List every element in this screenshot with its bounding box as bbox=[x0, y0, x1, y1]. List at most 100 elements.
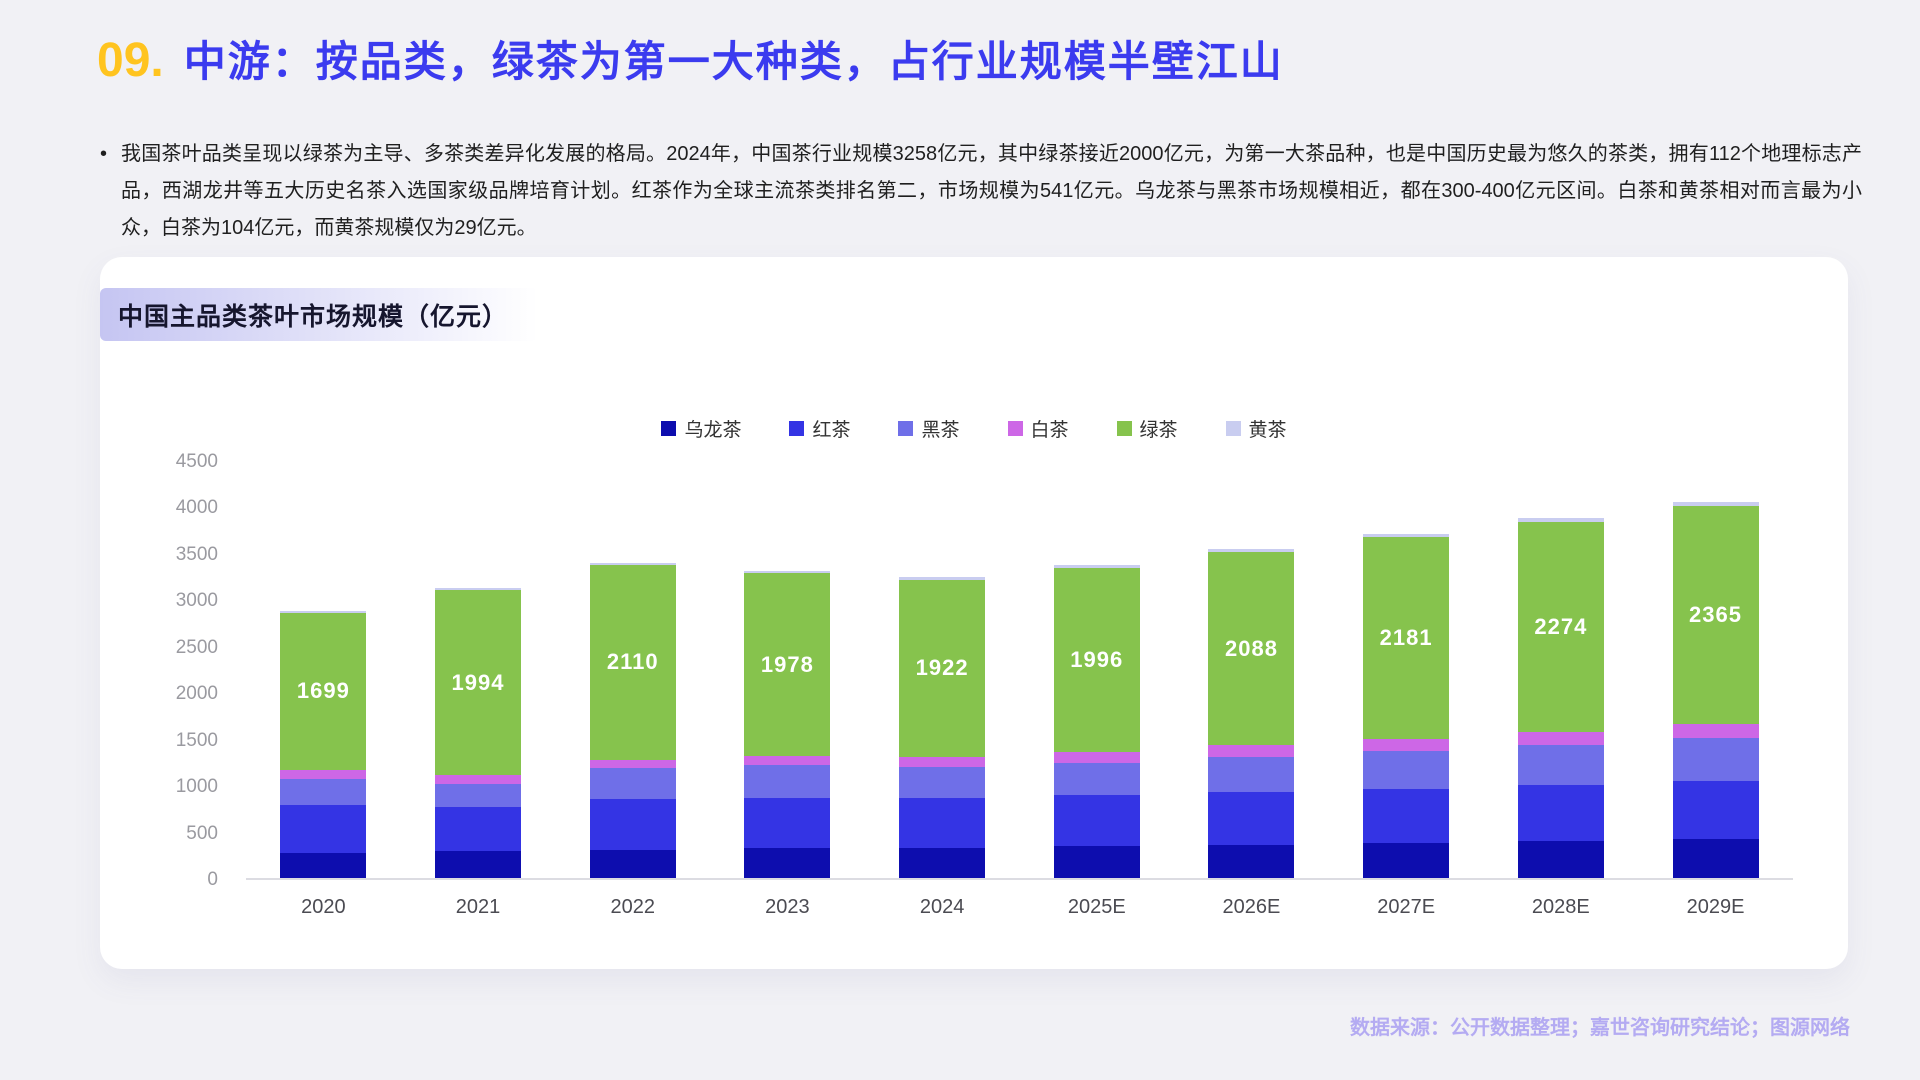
bar-segment-乌龙茶 bbox=[1208, 844, 1295, 878]
data-source-note: 数据来源：公开数据整理；嘉世咨询研究结论；图源网络 bbox=[1350, 1017, 1850, 1039]
bar-segment-白茶 bbox=[1672, 724, 1759, 738]
page-title: 中游：按品类，绿茶为第一大种类，占行业规模半壁江山 bbox=[183, 38, 1284, 85]
legend-swatch-icon bbox=[789, 421, 805, 436]
bar-segment-白茶 bbox=[1517, 732, 1604, 746]
legend-swatch-icon bbox=[661, 421, 677, 436]
x-tick-label: 2028E bbox=[1531, 896, 1590, 918]
y-tick-label: 1500 bbox=[175, 729, 218, 751]
bar-segment-白茶 bbox=[280, 769, 367, 779]
legend-item-黑茶: 黑茶 bbox=[898, 415, 960, 442]
bar-segment-绿茶: 2181 bbox=[1363, 537, 1450, 739]
y-tick-label: 500 bbox=[186, 822, 218, 844]
y-tick-label: 3500 bbox=[175, 543, 218, 565]
bar-2027E: 2181 bbox=[1363, 462, 1450, 878]
bar-segment-黑茶 bbox=[1517, 745, 1604, 785]
bar-segment-乌龙茶 bbox=[1363, 843, 1450, 878]
bar-segment-绿茶: 1996 bbox=[1053, 567, 1140, 753]
legend-label: 绿茶 bbox=[1139, 420, 1178, 441]
bar-segment-黑茶 bbox=[899, 766, 986, 798]
legend-item-乌龙茶: 乌龙茶 bbox=[661, 415, 741, 442]
bar-segment-乌龙茶 bbox=[899, 847, 986, 878]
legend-label: 黄茶 bbox=[1248, 420, 1287, 441]
bar-segment-绿茶: 1994 bbox=[435, 590, 522, 775]
x-tick-label: 2026E bbox=[1222, 896, 1281, 918]
legend-swatch-icon bbox=[1007, 421, 1023, 436]
bar-segment-乌龙茶 bbox=[1672, 839, 1759, 878]
x-axis: 2020 2021 2022 2023 2024 2025E 2026E 2027E 2028E… bbox=[246, 896, 1793, 919]
bar-value-label: 1922 bbox=[915, 655, 969, 681]
bar-segment-白茶 bbox=[1208, 745, 1295, 757]
x-tick-label: 2027E bbox=[1377, 896, 1436, 918]
bar-segment-黑茶 bbox=[1672, 737, 1759, 781]
bar-value-label: 1994 bbox=[451, 669, 505, 695]
bar-segment-黄茶 bbox=[280, 610, 367, 613]
y-tick-label: 3000 bbox=[175, 590, 218, 612]
bar-segment-黑茶 bbox=[1208, 756, 1295, 792]
bar-segment-绿茶: 2365 bbox=[1672, 505, 1759, 725]
bar-2029E: 2365 bbox=[1672, 462, 1759, 878]
bar-segment-白茶 bbox=[899, 757, 986, 767]
bar-segment-黑茶 bbox=[589, 768, 676, 799]
bar-value-label: 2181 bbox=[1379, 625, 1433, 651]
bar-segment-乌龙茶 bbox=[1053, 846, 1140, 878]
page-number: 09. bbox=[97, 34, 164, 87]
bar-segment-绿茶: 1699 bbox=[280, 612, 367, 770]
bar-2026E: 2088 bbox=[1208, 462, 1295, 878]
bar-segment-乌龙茶 bbox=[589, 850, 676, 878]
x-tick-label: 2020 bbox=[301, 896, 346, 918]
bar-segment-红茶 bbox=[1517, 784, 1604, 842]
legend-label: 乌龙茶 bbox=[684, 420, 742, 441]
chart-title: 中国主品类茶叶市场规模（亿元） bbox=[118, 302, 509, 331]
bar-value-label: 2274 bbox=[1534, 614, 1588, 640]
bar-2022: 2110 bbox=[589, 462, 676, 878]
bar-segment-红茶 bbox=[589, 798, 676, 851]
legend-swatch-icon bbox=[1225, 421, 1241, 436]
bar-value-label: 2110 bbox=[606, 649, 659, 675]
x-tick-label: 2023 bbox=[765, 896, 810, 918]
bar-value-label: 1978 bbox=[760, 651, 814, 677]
bar-segment-黑茶 bbox=[744, 765, 831, 798]
summary-text: 我国茶叶品类呈现以绿茶为主导、多茶类差异化发展的格局。2024年，中国茶行业规模… bbox=[121, 143, 1862, 239]
bar-segment-红茶 bbox=[1208, 791, 1295, 845]
legend-label: 白茶 bbox=[1030, 420, 1069, 441]
y-tick-label: 4000 bbox=[175, 497, 218, 519]
bar-segment-红茶 bbox=[1672, 780, 1759, 840]
bar-segment-红茶 bbox=[1053, 795, 1140, 847]
bar-2028E: 2274 bbox=[1517, 462, 1604, 878]
bar-segment-黑茶 bbox=[1363, 751, 1450, 789]
bar-segment-白茶 bbox=[1363, 738, 1450, 752]
bar-segment-红茶 bbox=[1363, 788, 1450, 844]
bar-segment-红茶 bbox=[899, 797, 986, 848]
bullet-icon: • bbox=[100, 143, 108, 165]
bar-segment-黄茶 bbox=[435, 588, 522, 591]
summary-paragraph: • 我国茶叶品类呈现以绿茶为主导、多茶类差异化发展的格局。2024年，中国茶行业… bbox=[100, 136, 1862, 247]
bars-container: 1699 1994 2110 1978 1922 1996 2088 2181 2274 2365 bbox=[246, 462, 1793, 878]
chart-title-badge: 中国主品类茶叶市场规模（亿元） bbox=[100, 288, 538, 341]
legend-label: 红茶 bbox=[812, 420, 851, 441]
bar-segment-红茶 bbox=[744, 797, 831, 849]
bar-2023: 1978 bbox=[744, 462, 831, 878]
bar-2025E: 1996 bbox=[1053, 462, 1140, 878]
y-tick-label: 4500 bbox=[175, 451, 218, 472]
bar-value-label: 1699 bbox=[296, 678, 350, 704]
bar-segment-黑茶 bbox=[435, 783, 522, 807]
bar-segment-乌龙茶 bbox=[1517, 841, 1604, 878]
bar-segment-红茶 bbox=[435, 806, 522, 852]
bar-segment-黄茶 bbox=[1672, 501, 1759, 506]
chart-legend: 乌龙茶 红茶 黑茶 白茶 绿茶 黄茶 bbox=[100, 415, 1848, 442]
bar-segment-绿茶: 2088 bbox=[1208, 552, 1295, 746]
bar-segment-白茶 bbox=[435, 774, 522, 784]
legend-swatch-icon bbox=[1116, 421, 1132, 436]
bar-2020: 1699 bbox=[280, 462, 367, 878]
bar-segment-白茶 bbox=[1053, 752, 1140, 763]
bar-segment-乌龙茶 bbox=[744, 848, 831, 878]
bar-2021: 1994 bbox=[435, 462, 522, 878]
x-tick-label: 2022 bbox=[610, 896, 655, 918]
y-axis: 0 500 1000 1500 2000 2500 3000 3500 4000 4500 bbox=[148, 451, 238, 890]
legend-swatch-icon bbox=[898, 421, 914, 436]
bar-segment-黄茶 bbox=[589, 562, 676, 565]
y-tick-label: 2000 bbox=[175, 683, 218, 705]
x-tick-label: 2029E bbox=[1686, 896, 1745, 918]
bar-segment-黄茶 bbox=[1053, 564, 1140, 568]
bar-segment-黑茶 bbox=[280, 778, 367, 806]
